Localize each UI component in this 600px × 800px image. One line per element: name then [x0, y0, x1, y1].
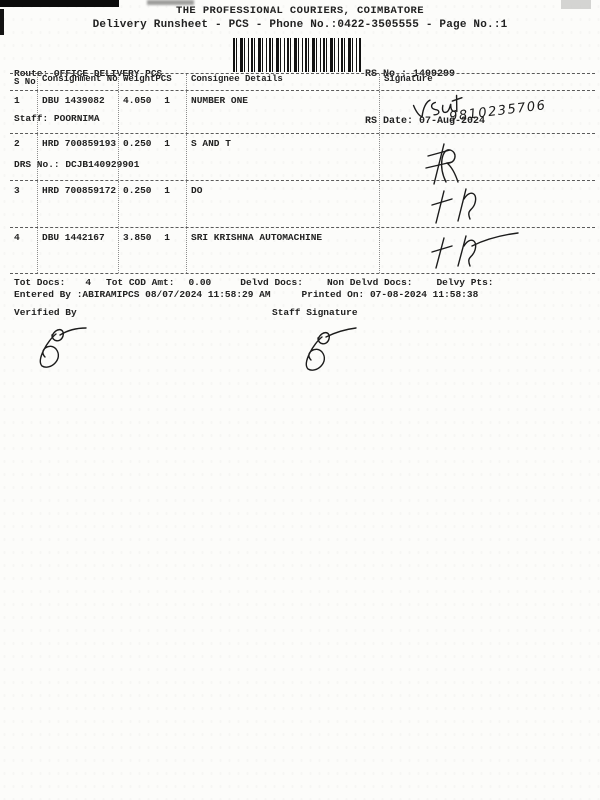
scan-artifact-top-right	[561, 0, 591, 9]
row-s-no: 1	[14, 95, 20, 106]
rs-no-label: RS No.:	[365, 69, 408, 80]
non-delvd-docs-label: Non Delvd Docs:	[326, 277, 413, 288]
header-consignee-details: Consignee Details	[186, 74, 379, 90]
drs-value: DCJB140929901	[65, 159, 140, 170]
header-weight-pcs: Weight PCS	[118, 74, 186, 90]
header-consignment-no: Consignment No	[37, 74, 118, 90]
row-consignment-no: HRD 700859172	[37, 181, 118, 227]
tot-cod-label: Tot COD Amt:	[106, 277, 175, 288]
row-pcs: 1	[164, 138, 170, 149]
row-signature-area	[379, 134, 595, 180]
rs-date-value: 07-Aug-2024	[419, 115, 486, 127]
rs-date-line: RS Date: 07-Aug-2024	[365, 114, 485, 130]
header-weight: Weight	[123, 74, 156, 84]
signature-row-2	[420, 138, 464, 186]
drs-label: DRS No.:	[14, 159, 60, 170]
consignment-table: S No Consignment No Weight PCS Consignee …	[10, 73, 595, 274]
row-weight-pcs: 0.250 1	[118, 181, 186, 227]
row-consignee: SRI KRISHNA AUTOMACHINE	[186, 228, 379, 273]
row-weight-pcs: 0.250 1	[118, 134, 186, 180]
table-row: 3 HRD 700859172 0.250 1 DO	[10, 181, 595, 228]
delvy-pts-label: Delvy Pts:	[436, 277, 494, 288]
row-signature-area	[379, 91, 595, 133]
scan-artifact-left-edge	[0, 9, 4, 35]
row-pcs: 1	[164, 95, 170, 106]
company-title: THE PROFESSIONAL COURIERS, COIMBATORE	[176, 5, 424, 17]
row-consignee: NUMBER ONE	[186, 91, 379, 133]
verified-by-signature	[26, 322, 88, 374]
rs-date-label: RS Date:	[365, 115, 414, 127]
entered-by-text: Entered By :ABIRAMIPCS 08/07/2024 11:58:…	[14, 289, 271, 300]
table-header-row: S No Consignment No Weight PCS Consignee …	[10, 73, 595, 91]
table-row: 1 DBU 1439082 4.050 1 NUMBER ONE	[10, 91, 595, 134]
table-row: 2 HRD 700859193 0.250 1 S AND T	[10, 134, 595, 181]
row-s-no: 3	[14, 185, 20, 196]
row-consignment-no: HRD 700859193	[37, 134, 118, 180]
row-consignee: S AND T	[186, 134, 379, 180]
scan-artifact-smudge	[147, 0, 194, 5]
runsheet-barcode	[233, 38, 361, 72]
staff-signature-label: Staff Signature	[272, 307, 358, 318]
staff-line: Staff: POORNIMA	[14, 111, 162, 126]
row-s-no: 2	[14, 138, 20, 149]
staff-signature	[292, 325, 358, 377]
tot-cod-value: 0.00	[188, 277, 212, 288]
row-consignment-no: DBU 1442167	[37, 228, 118, 273]
row-weight: 0.250	[123, 138, 152, 149]
runsheet-subtitle: Delivery Runsheet - PCS - Phone No.:0422…	[92, 19, 508, 31]
row-pcs: 1	[164, 185, 170, 196]
row-pcs: 1	[164, 232, 170, 243]
totals-line: Tot Docs: 4 Tot COD Amt: 0.00 Delvd Docs…	[14, 277, 494, 288]
table-row: 4 DBU 1442167 3.850 1 SRI KRISHNA AUTOMAC…	[10, 228, 595, 274]
header-pcs: PCS	[155, 74, 172, 84]
staff-value: POORNIMA	[53, 113, 100, 124]
header-signature: Signature	[379, 74, 595, 90]
row-weight-pcs: 4.050 1	[118, 91, 186, 133]
tot-docs-label: Tot Docs:	[14, 277, 66, 288]
drs-line: DRS No.: DCJB140929901	[14, 157, 162, 172]
row-consignee: DO	[186, 181, 379, 227]
row-weight: 4.050	[123, 95, 152, 106]
verified-by-label: Verified By	[14, 307, 77, 318]
row-weight-pcs: 3.850 1	[118, 228, 186, 273]
signature-row-1	[410, 90, 467, 123]
row-consignment-no: DBU 1439082	[37, 91, 118, 133]
signature-row-4	[428, 230, 520, 272]
header-s-no: S No	[14, 77, 36, 87]
staff-label: Staff:	[14, 113, 49, 124]
printed-on-text: Printed On: 07-08-2024 11:58:38	[301, 289, 479, 300]
scan-artifact-top-bar	[0, 0, 119, 7]
rs-no-line: RS No.: 1409299	[365, 67, 485, 83]
row-weight: 0.250	[123, 185, 152, 196]
signature-row-3	[428, 185, 484, 227]
delvd-docs-label: Delvd Docs:	[240, 277, 303, 288]
tot-docs-value: 4	[85, 277, 92, 288]
row-weight: 3.850	[123, 232, 152, 243]
row-s-no: 4	[14, 232, 20, 243]
row-signature-area	[379, 228, 595, 273]
rs-no-value: 1409299	[413, 69, 456, 80]
rs-info-block: RS No.: 1409299 RS Date: 07-Aug-2024	[365, 36, 485, 160]
entered-printed-line: Entered By :ABIRAMIPCS 08/07/2024 11:58:…	[14, 289, 478, 300]
row-signature-area	[379, 181, 595, 227]
